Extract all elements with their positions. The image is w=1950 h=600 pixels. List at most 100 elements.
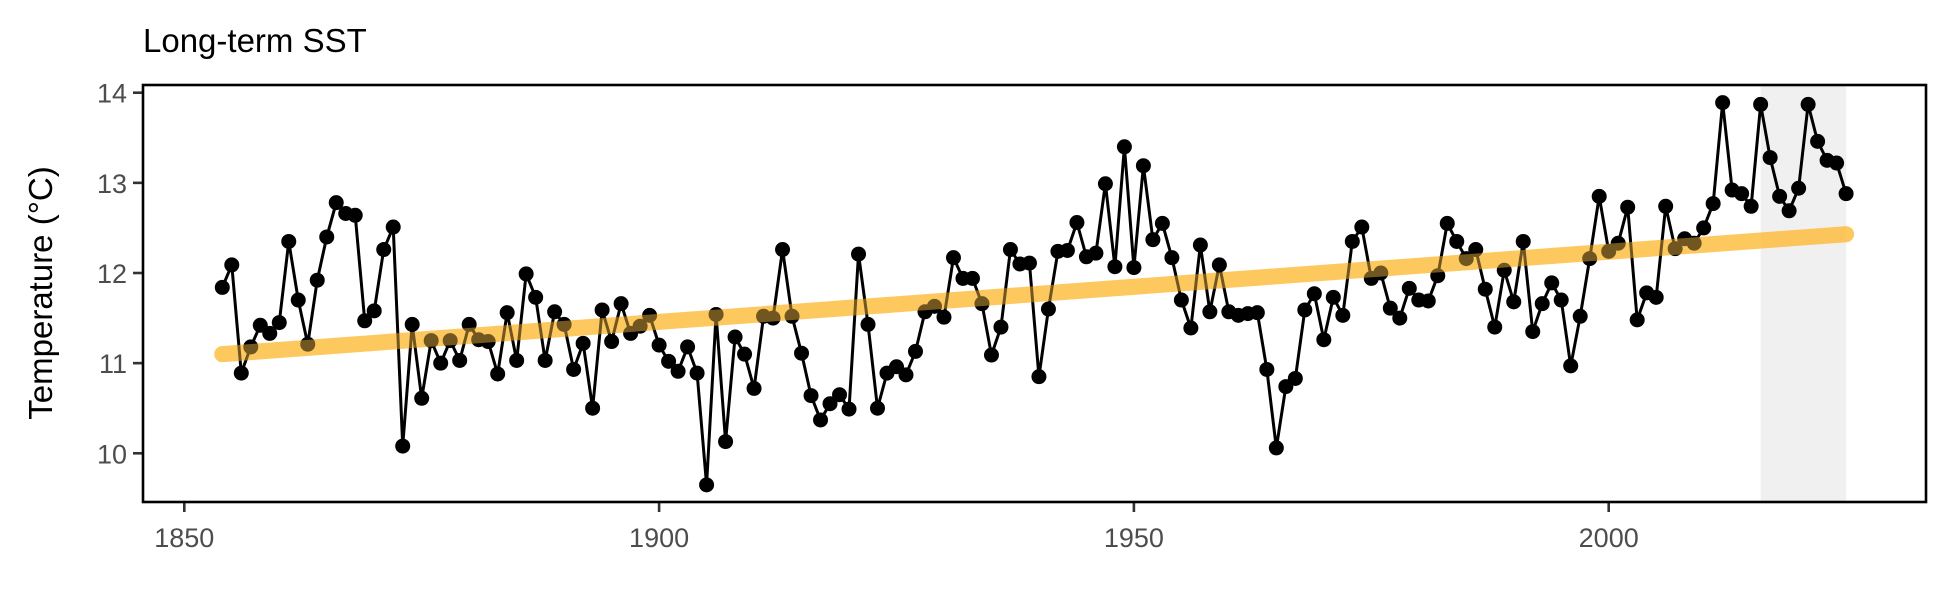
data-point: [974, 296, 990, 312]
data-point: [1192, 237, 1208, 253]
data-point: [366, 303, 382, 319]
data-point: [983, 347, 999, 363]
data-point: [1648, 289, 1664, 305]
data-point: [1059, 242, 1075, 258]
data-point: [1097, 176, 1113, 192]
data-point: [936, 309, 952, 325]
data-point: [1164, 250, 1180, 266]
data-point: [1287, 370, 1303, 386]
data-point: [1439, 215, 1455, 231]
data-point: [1781, 203, 1797, 219]
data-point: [1002, 242, 1018, 258]
data-point: [1135, 158, 1151, 174]
data-point: [1468, 242, 1484, 258]
data-point: [1325, 289, 1341, 305]
data-point: [243, 339, 259, 355]
data-point: [594, 302, 610, 318]
data-point: [1382, 300, 1398, 316]
x-tick-label: 1900: [629, 523, 689, 553]
data-point: [1715, 95, 1731, 111]
chart-title: Long-term SST: [143, 22, 367, 59]
data-point: [964, 270, 980, 286]
data-point: [556, 316, 572, 332]
data-point: [1211, 257, 1227, 273]
data-point: [1477, 281, 1493, 297]
data-point: [490, 366, 506, 382]
data-point: [1040, 301, 1056, 317]
data-point: [1696, 220, 1712, 236]
data-point: [1810, 133, 1826, 149]
data-point: [547, 304, 563, 320]
data-point: [575, 335, 591, 351]
data-point: [537, 352, 553, 368]
data-point: [718, 434, 734, 450]
data-point: [841, 401, 857, 417]
data-point: [1354, 219, 1370, 235]
data-point: [1563, 358, 1579, 374]
data-point: [1420, 293, 1436, 309]
data-point: [1401, 280, 1417, 296]
data-point: [1202, 304, 1218, 320]
y-tick-label: 13: [97, 169, 127, 199]
data-point: [1449, 233, 1465, 249]
data-point: [784, 308, 800, 324]
y-tick-label: 12: [97, 259, 127, 289]
data-point: [1838, 186, 1854, 202]
data-point: [566, 361, 582, 377]
data-point: [661, 353, 677, 369]
data-point: [604, 334, 620, 350]
data-point: [689, 365, 705, 381]
data-point: [613, 296, 629, 312]
data-point: [1069, 215, 1085, 231]
y-axis-title: Temperature (°C): [22, 166, 59, 419]
data-point: [1544, 275, 1560, 291]
data-point: [727, 329, 743, 345]
trend-line-overlay: [214, 226, 1855, 363]
x-tick-label: 1950: [1104, 523, 1164, 553]
data-point: [357, 313, 373, 329]
data-point: [480, 334, 496, 350]
data-point: [1496, 262, 1512, 278]
data-point: [860, 316, 876, 332]
data-point: [1183, 320, 1199, 336]
data-point: [1572, 308, 1588, 324]
data-point: [1021, 255, 1037, 271]
data-point: [1392, 310, 1408, 326]
data-point: [1259, 361, 1275, 377]
data-point: [1525, 324, 1541, 340]
data-point: [585, 400, 601, 416]
data-point: [670, 363, 686, 379]
data-point: [1658, 198, 1674, 214]
data-point: [1686, 235, 1702, 251]
data-point: [509, 352, 525, 368]
data-point: [642, 307, 658, 323]
data-point: [926, 298, 942, 314]
data-point: [452, 352, 468, 368]
data-point: [376, 242, 392, 258]
data-point: [518, 266, 534, 282]
data-point: [1762, 150, 1778, 166]
data-point: [708, 306, 724, 322]
data-point: [1487, 319, 1503, 335]
data-point: [1553, 292, 1569, 308]
data-point: [1705, 196, 1721, 212]
x-tick-label: 1850: [154, 523, 214, 553]
data-point: [1800, 96, 1816, 112]
data-point: [499, 305, 515, 321]
data-point: [680, 339, 696, 355]
data-point: [945, 250, 961, 266]
data-point: [1743, 198, 1759, 214]
data-point: [224, 257, 240, 273]
data-point: [290, 292, 306, 308]
data-point: [803, 388, 819, 404]
data-point: [794, 345, 810, 361]
data-point: [385, 219, 401, 235]
data-point: [414, 390, 430, 406]
data-point: [813, 412, 829, 428]
data-point: [1629, 312, 1645, 328]
data-point: [1249, 305, 1265, 321]
data-point: [262, 325, 278, 341]
data-point: [699, 477, 715, 493]
data-point: [395, 438, 411, 454]
